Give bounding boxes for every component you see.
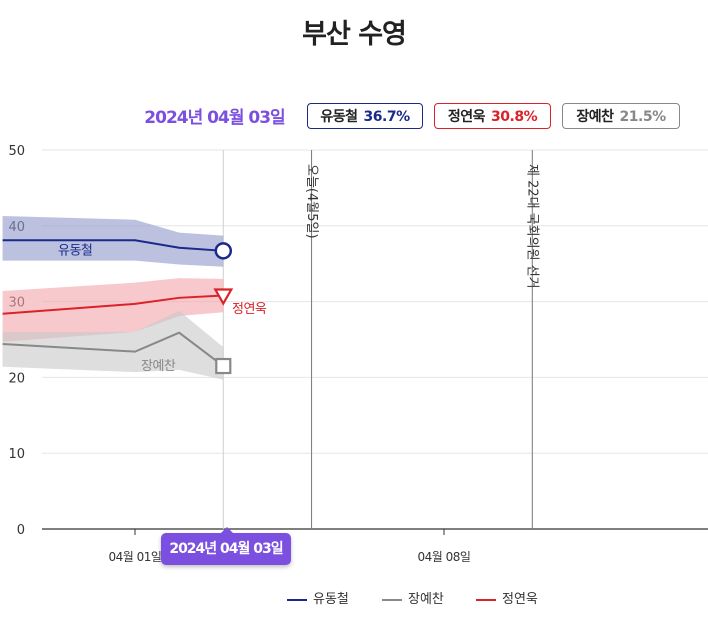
confidence-band [2, 310, 224, 380]
legend-label: 유동철 [313, 592, 349, 607]
confidence-band [2, 215, 224, 267]
series-line [2, 239, 224, 252]
legend-item-1[interactable]: 유동철 [287, 589, 349, 611]
x-tick-label: 04월 08일 [418, 550, 471, 564]
legend-swatch [382, 598, 402, 601]
series-line [2, 294, 224, 315]
series-marker [215, 357, 232, 375]
badge-name: 장예찬 [576, 109, 614, 125]
series-label: 장예찬 [141, 359, 176, 374]
y-tick-label: 50 [8, 144, 25, 159]
y-tick-label: 20 [8, 371, 25, 386]
badge-name: 유동철 [320, 109, 358, 125]
badge-candidate-1: 유동철 36.7% [307, 103, 423, 129]
series-label: 정연욱 [232, 302, 267, 317]
badge-value: 30.8% [491, 109, 538, 125]
legend-label: 장예찬 [408, 592, 444, 607]
badge-candidate-2: 정연욱 30.8% [434, 103, 551, 129]
hover-date-tooltip: 2024년 04월 03일 [161, 527, 291, 565]
series-marker [214, 242, 233, 260]
series-line [2, 331, 224, 367]
legend-swatch [287, 598, 307, 601]
series-marker [213, 288, 234, 306]
chart-title: 부산 수영 [302, 19, 407, 50]
event-label: 오늘(4월5일) [304, 164, 319, 239]
legend-item-3[interactable]: 정연욱 [476, 589, 538, 611]
badge-name: 정연욱 [447, 109, 486, 125]
legend-swatch [476, 598, 496, 601]
confidence-band [2, 278, 224, 342]
badge-value: 21.5% [619, 109, 667, 125]
series-label: 유동철 [58, 244, 92, 259]
event-label: 제 22대 국회의원 선거 [524, 164, 539, 289]
legend-label: 정연욱 [502, 592, 538, 607]
badge-candidate-3: 장예찬 21.5% [562, 103, 680, 129]
legend-item-2[interactable]: 장예찬 [382, 589, 444, 611]
badge-value: 36.7% [363, 109, 411, 125]
y-tick-label: 10 [8, 447, 25, 462]
current-date-label: 2024년 04월 03일 [144, 108, 285, 128]
y-tick-label: 0 [17, 523, 25, 538]
x-tick-label: 04월 01일 [109, 550, 162, 564]
legend: 유동철 장예찬 정연욱 [0, 589, 708, 611]
